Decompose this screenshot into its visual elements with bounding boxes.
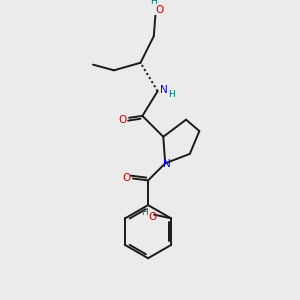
Text: N: N: [160, 85, 168, 95]
Text: H: H: [168, 90, 175, 99]
Text: N: N: [163, 159, 171, 169]
Text: O: O: [122, 172, 130, 183]
Text: O: O: [118, 115, 127, 125]
Text: O: O: [155, 4, 164, 15]
Text: O: O: [148, 212, 156, 222]
Text: H: H: [150, 0, 157, 7]
Text: H: H: [141, 208, 148, 217]
